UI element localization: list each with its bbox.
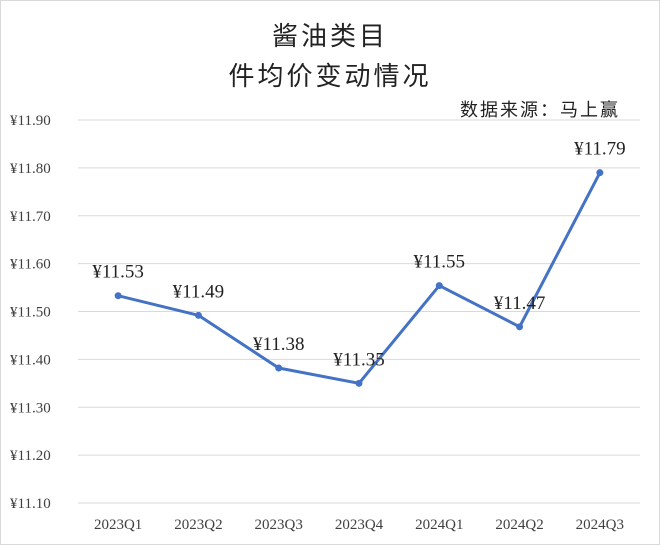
y-tick-label: ¥11.20: [10, 448, 51, 464]
data-point: [596, 169, 604, 177]
x-tick-label: 2023Q3: [255, 517, 303, 533]
y-tick-label: ¥11.40: [10, 352, 51, 368]
data-point: [194, 311, 202, 319]
data-point: [435, 282, 443, 290]
y-tick-label: ¥11.60: [10, 257, 51, 273]
x-tick-label: 2024Q1: [415, 517, 463, 533]
gridlines: [78, 119, 640, 504]
y-tick-label: ¥11.50: [10, 305, 51, 321]
y-tick-label: ¥11.70: [10, 209, 51, 225]
data-point: [355, 379, 363, 387]
y-tick-label: ¥11.80: [10, 161, 51, 177]
chart-title-line-2: 件均价变动情况: [228, 62, 432, 92]
data-points: [114, 169, 604, 387]
y-axis-tick-labels: ¥11.90 ¥11.80 ¥11.70 ¥11.60 ¥11.50 ¥11.40 ¥11.…: [10, 113, 51, 512]
x-tick-label: 2023Q4: [335, 517, 384, 533]
data-label: ¥11.79: [574, 139, 626, 160]
chart-title-line-1: 酱油类目: [271, 22, 388, 52]
data-label: ¥11.47: [494, 293, 546, 314]
data-labels: ¥11.53 ¥11.49 ¥11.38 ¥11.35 ¥11.55 ¥11.47 ¥11.…: [92, 139, 625, 371]
x-tick-label: 2023Q1: [94, 517, 142, 533]
x-tick-label: 2024Q2: [495, 517, 543, 533]
y-tick-label: ¥11.30: [10, 400, 51, 416]
y-tick-label: ¥11.10: [10, 496, 51, 512]
data-label: ¥11.49: [173, 281, 225, 302]
y-tick-label: ¥11.90: [10, 113, 51, 129]
data-label: ¥11.38: [253, 334, 305, 355]
data-source-note: 数据来源：马上赢: [460, 100, 620, 121]
x-tick-label: 2023Q2: [174, 517, 222, 533]
x-tick-label: 2024Q3: [576, 517, 624, 533]
data-label: ¥11.53: [92, 262, 144, 283]
data-point: [516, 323, 524, 331]
data-point: [275, 364, 283, 372]
data-label: ¥11.55: [414, 252, 466, 273]
data-point: [114, 292, 122, 300]
data-label: ¥11.35: [333, 349, 385, 370]
x-axis-tick-labels: 2023Q1 2023Q2 2023Q3 2023Q4 2024Q1 2024Q2 2024…: [94, 517, 624, 533]
